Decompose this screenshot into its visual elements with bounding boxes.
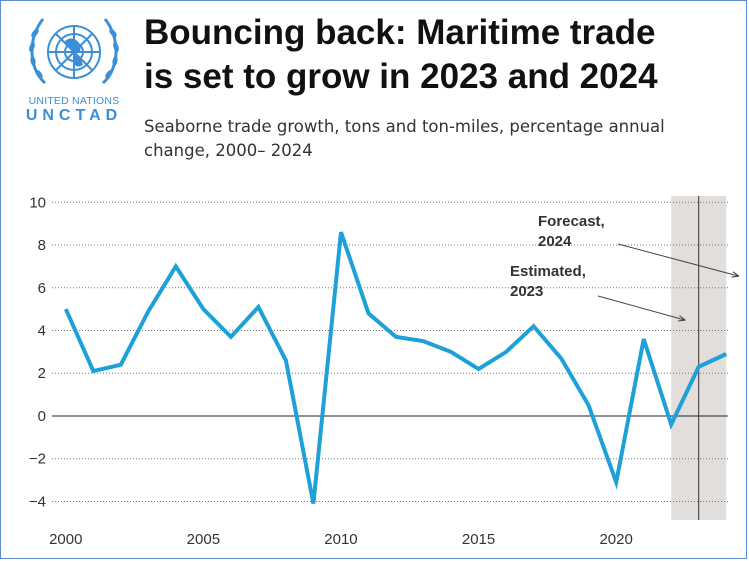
logo-text-unctad: UNCTAD	[25, 107, 123, 124]
y-tick-label: 6	[38, 280, 46, 297]
y-tick-label: 8	[38, 237, 46, 254]
logo-text-united-nations: UNITED NATIONS	[28, 95, 120, 107]
chart-title: Bouncing back: Maritime trade is set to …	[144, 11, 734, 99]
x-tick-label: 2000	[49, 531, 82, 548]
chart-title-line2: is set to grow in 2023 and 2024	[144, 57, 658, 96]
un-emblem-icon	[29, 18, 119, 85]
annotation-label-line1: Forecast,	[538, 213, 605, 230]
y-tick-label: −2	[29, 451, 46, 468]
y-tick-label: 2	[38, 365, 46, 382]
unctad-logo: UNITED NATIONS UNCTAD	[15, 9, 133, 129]
series-line	[63, 231, 728, 504]
x-tick-label: 2005	[187, 531, 220, 548]
annotation-label-line2: 2024	[538, 233, 572, 250]
annotation-arrow	[597, 295, 685, 320]
y-tick-label: −4	[29, 493, 46, 510]
x-tick-label: 2020	[599, 531, 632, 548]
chart-subtitle-line2: change, 2000– 2024	[144, 141, 313, 160]
x-tick-label: 2015	[462, 531, 495, 548]
chart-subtitle-line1: Seaborne trade growth, tons and ton-mile…	[144, 117, 665, 136]
y-tick-label: 4	[38, 322, 46, 339]
y-tick-label: 0	[38, 408, 46, 425]
chart-title-line1: Bouncing back: Maritime trade	[144, 13, 656, 52]
y-tick-label: 10	[29, 194, 46, 211]
chart-subtitle: Seaborne trade growth, tons and ton-mile…	[144, 115, 734, 163]
annotation-label-line1: Estimated,	[510, 263, 586, 280]
annotation-label-line2: 2023	[510, 283, 543, 300]
x-tick-label: 2010	[324, 531, 357, 548]
annotation-arrow	[617, 243, 738, 276]
